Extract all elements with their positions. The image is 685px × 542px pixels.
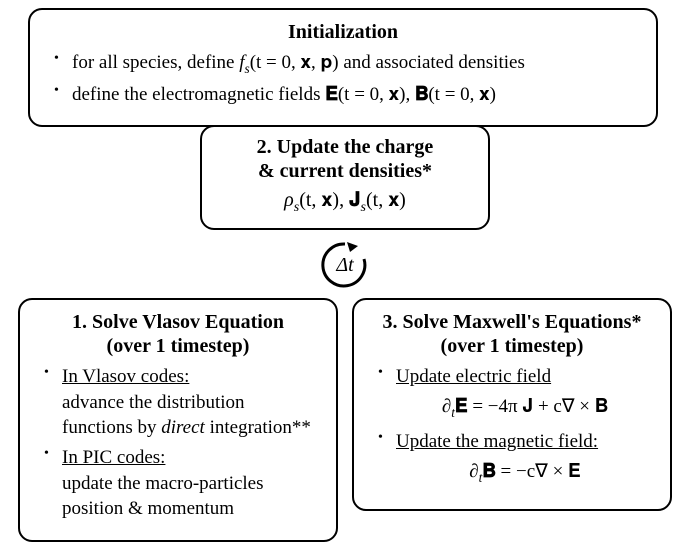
init-bullet-2: define the electromagnetic fields 𝐄(t = … [50, 82, 640, 108]
bullet-head: Update electric field [396, 366, 551, 387]
maxwell-bullets: Update electric field ∂t𝐄 = −4π 𝐉 + c∇ ×… [370, 364, 654, 487]
math-rhs: = −4π 𝐉 + c∇ × 𝐁 [468, 396, 609, 417]
maxwell-eq-1: ∂t𝐄 = −4π 𝐉 + c∇ × 𝐁 [396, 394, 654, 422]
maxwell-eq-2: ∂t𝐁 = −c∇ × 𝐄 [396, 459, 654, 487]
maxwell-title: 3. Solve Maxwell's Equations* (over 1 ti… [370, 310, 654, 358]
math-J: 𝐉 [349, 189, 360, 211]
math-B: 𝐁 [415, 84, 428, 105]
loop-icon: Δt [320, 240, 370, 290]
math-args: (t = 0, 𝐱) [428, 84, 496, 105]
math-E: 𝐄 [325, 84, 338, 105]
vlasov-bullet-1: In Vlasov codes: advance the distributio… [40, 364, 320, 441]
init-bullets: for all species, define fs(t = 0, 𝐱, 𝐩) … [46, 50, 640, 107]
vlasov-title: 1. Solve Vlasov Equation (over 1 timeste… [36, 310, 320, 358]
text: advance the distribution [62, 392, 245, 413]
maxwell-box: 3. Solve Maxwell's Equations* (over 1 ti… [352, 298, 672, 511]
update-title: 2. Update the charge & current densities… [216, 135, 474, 183]
title-line: 3. Solve Maxwell's Equations* [383, 311, 642, 333]
title-line: 2. Update the charge [257, 136, 434, 158]
vlasov-box: 1. Solve Vlasov Equation (over 1 timeste… [18, 298, 338, 542]
text-italic: direct [161, 417, 205, 438]
text: define the electromagnetic fields [72, 84, 325, 105]
loop-label: Δt [320, 240, 370, 290]
title-line: 1. Solve Vlasov Equation [72, 311, 284, 333]
update-box: 2. Update the charge & current densities… [200, 125, 490, 230]
init-box: Initialization for all species, define f… [28, 8, 658, 127]
text: integration** [205, 417, 311, 438]
math-args: (t = 0, 𝐱, 𝐩) [250, 52, 339, 73]
vlasov-bullet-2: In PIC codes: update the macro-particles… [40, 445, 320, 522]
delta-t: Δt [336, 254, 353, 277]
text: for all species, define [72, 52, 239, 73]
bullet-head: In PIC codes: [62, 447, 165, 468]
text: position & momentum [62, 498, 234, 519]
math-E: 𝐄 [455, 396, 468, 417]
math-d: ∂ [442, 396, 451, 417]
init-title: Initialization [46, 20, 640, 44]
text: functions by [62, 417, 161, 438]
title-line: & current densities* [258, 160, 432, 182]
bullet-head: In Vlasov codes: [62, 366, 189, 387]
vlasov-bullets: In Vlasov codes: advance the distributio… [36, 364, 320, 522]
init-bullet-1: for all species, define fs(t = 0, 𝐱, 𝐩) … [50, 50, 640, 78]
math-args: (t, 𝐱) [366, 189, 406, 211]
title-line: (over 1 timestep) [107, 335, 250, 357]
math-rhs: = −c∇ × 𝐄 [496, 461, 581, 482]
math-B: 𝐁 [482, 461, 495, 482]
math-d: ∂ [469, 461, 478, 482]
maxwell-bullet-2: Update the magnetic field: ∂t𝐁 = −c∇ × 𝐄 [374, 429, 654, 486]
title-line: (over 1 timestep) [441, 335, 584, 357]
maxwell-bullet-1: Update electric field ∂t𝐄 = −4π 𝐉 + c∇ ×… [374, 364, 654, 421]
math-args: (t, 𝐱), [299, 189, 349, 211]
text: and associated densities [339, 52, 525, 73]
math-args: (t = 0, 𝐱), [338, 84, 415, 105]
update-math: ρs(t, 𝐱), 𝐉s(t, 𝐱) [216, 189, 474, 216]
math-rho: ρ [284, 189, 294, 211]
bullet-head: Update the magnetic field: [396, 431, 598, 452]
text: update the macro-particles [62, 473, 264, 494]
